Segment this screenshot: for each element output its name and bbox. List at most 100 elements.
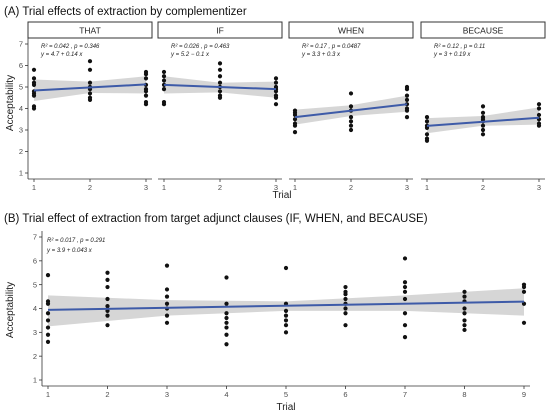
facet-that-data-point [87,59,93,64]
panel-b-data-point [402,296,408,302]
panel-b-data-point [402,311,408,316]
facet-when-strip-label: WHEN [338,26,364,36]
panel-b-y-tick-label: 3 [33,328,37,337]
facet-because-strip [420,21,546,39]
facet-that-data-point [143,76,149,81]
panel-b-data-point [105,284,110,290]
panel-b-data-point [402,280,408,285]
facet-when-data-point [348,115,354,120]
facet-if-data-point [273,76,279,81]
facet-when-data-point [348,104,354,109]
panel-b-data-point [45,301,51,306]
facet-that-x-tick-label: 1 [32,183,36,192]
facet-that-y-tick-label: 5 [19,83,23,92]
facet-because-data-point [424,132,430,137]
panel-b-stat-annotation: R² = 0.017 , p = 0.291 [47,238,105,244]
panel-b-data-point [224,275,229,280]
facet-when-regression-line [294,103,408,119]
facet-when-x-tick-label: 3 [405,183,409,192]
facet-when-data-point [404,93,410,98]
facet-because-data-point [536,102,542,107]
panel-b-x-axis-title: Trial [276,402,295,413]
panel-b-data-point [224,325,229,330]
panel-b-regression-line [47,300,525,311]
panel-b-data-point [462,323,467,328]
facet-if-strip [157,21,283,39]
panel-b-y-tick-label: 5 [33,280,37,289]
facet-if-data-point [161,69,167,75]
panel-b-y-tick-label: 7 [33,233,37,242]
facet-that-data-point [31,82,37,87]
facet-if-data-point [273,95,279,100]
panel-a-y-axis-title: Acceptability [5,75,16,131]
facet-because-data-point [480,110,486,115]
facet-that-equation-annotation: y = 4.7 + 0.14 x [40,52,83,58]
facet-if-data-point [217,61,223,66]
facet-if-data-point [273,89,279,94]
panel-b-x-tick-label: 1 [46,390,50,399]
panel-b-data-point [164,320,170,325]
facet-because-data-point [480,127,486,133]
facet-that-data-point [87,97,93,102]
panel-b-data-point [283,308,289,313]
panel-b-data-point [164,263,170,268]
facet-that-data-point [31,76,37,81]
panel-b-y-tick-label: 4 [33,304,37,313]
panel-b-data-point [343,311,348,316]
facet-because-data-point [480,123,486,128]
panel-b-data-point [224,332,229,337]
facet-because-data-point [536,123,542,128]
panel-b-data-point [462,311,467,316]
facet-if-data-point [217,80,223,85]
panel-b-data-point [105,270,110,275]
panel-b-data-point [224,301,229,306]
panel-b-data-point [283,318,289,323]
facet-when-data-point [292,117,298,122]
facet-if-data-point [217,95,223,100]
panel-b-y-axis-title: Acceptability [5,282,16,338]
facet-when-strip [288,21,414,39]
facet-if-data-point [273,102,279,107]
panel-b-data-point [45,311,51,316]
panel-b-data-point [105,313,110,318]
panel-b-data-point [343,284,348,290]
facet-that-y-tick-label: 7 [19,40,23,49]
facet-if-data-point [161,78,167,83]
panel-b-data-point [45,273,51,278]
facet-that-data-point [87,67,93,72]
facet-that-y-tick-label: 2 [19,147,23,156]
facet-because-stat-annotation: R² = 0.12 , p = 0.11 [434,44,485,50]
facet-when-equation-annotation: y = 3.3 + 0.3 x [301,52,341,58]
facet-when-data-point [348,91,354,96]
facet-when-stat-annotation: R² = 0.17 , p = 0.0487 [302,44,361,50]
panel-b-data-point [402,335,408,340]
facet-that-y-tick-label: 4 [19,104,23,113]
facet-that-data-point [143,102,149,107]
panel-b-data-point [105,296,110,302]
facet-that-y-tick-label: 3 [19,126,23,135]
facet-if-strip-label: IF [216,26,224,36]
panel-b-data-point [402,284,408,290]
facet-if-x-tick-label: 1 [162,183,166,192]
panel-b-data-point [521,301,527,306]
panel-b-data-point [105,304,110,309]
panel-b-data-point [45,332,51,337]
facet-if-data-point [273,80,279,85]
panel-b-data-point [521,284,527,290]
facet-that-data-point [143,72,149,77]
panel-b-x-tick-label: 9 [522,390,526,399]
facet-because-x-tick-label: 1 [425,183,429,192]
facet-when-x-tick-label: 1 [293,183,297,192]
panel-b-data-point [283,313,289,318]
facet-that-data-point [143,89,149,94]
panel-b-data-point [402,256,408,261]
panel-b-x-tick-label: 3 [165,390,169,399]
panel-a-title: (A) Trial effects of extraction by compl… [4,6,247,18]
panel-b-x-tick-label: 4 [224,390,228,399]
panel-b-data-point [224,315,229,321]
panel-b-title: (B) Trial effect of extraction from targ… [4,213,428,225]
panel-b-y-tick-label: 1 [33,376,37,385]
facet-if-data-point [217,89,223,94]
facet-if-data-point [161,74,167,79]
facet-that-data-point [31,93,37,98]
